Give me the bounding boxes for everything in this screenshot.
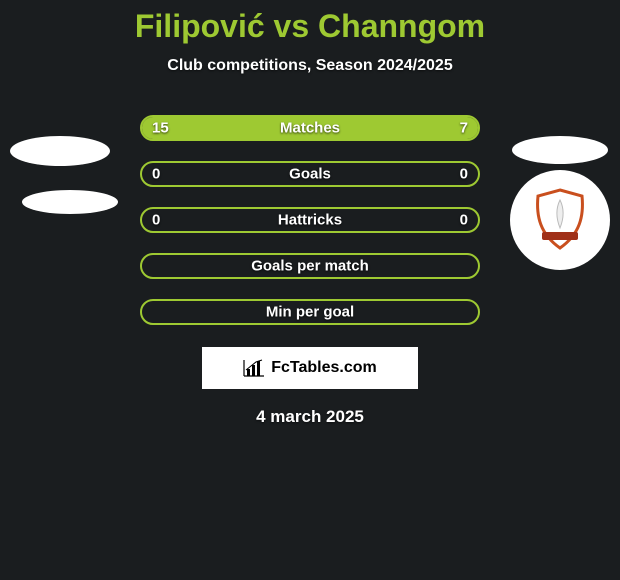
- stat-row: Goals0 0: [0, 151, 620, 197]
- branding-text: FcTables.com: [271, 359, 377, 377]
- player2-name: Channgom: [318, 8, 485, 44]
- stat-value-left: 0: [152, 212, 160, 229]
- stat-label: Goals: [142, 166, 478, 183]
- stat-value-right: 0: [460, 166, 468, 183]
- stat-row: Goals per match: [0, 243, 620, 289]
- stat-label: Min per goal: [142, 304, 478, 321]
- stat-value-right: 0: [460, 212, 468, 229]
- stat-row: Hattricks0 0: [0, 197, 620, 243]
- stat-label: Goals per match: [142, 258, 478, 275]
- stat-value-left: 0: [152, 166, 160, 183]
- stat-label: Hattricks: [142, 212, 478, 229]
- stat-row: Matches15 7: [0, 105, 620, 151]
- branding-banner: FcTables.com: [202, 347, 418, 389]
- stat-track: Matches15 7: [140, 115, 480, 141]
- stat-label: Matches: [142, 120, 478, 137]
- subtitle: Club competitions, Season 2024/2025: [0, 57, 620, 75]
- title: Filipović vs Channgom: [0, 8, 620, 45]
- comparison-infographic: Filipović vs Channgom Club competitions,…: [0, 0, 620, 427]
- player1-name: Filipović: [135, 8, 265, 44]
- stats-area: Matches157Goals00Hattricks00Goals per ma…: [0, 105, 620, 335]
- stat-track: Goals per match: [140, 253, 480, 279]
- stat-value-left: 15: [152, 120, 169, 137]
- stat-track: Min per goal: [140, 299, 480, 325]
- date: 4 march 2025: [0, 407, 620, 427]
- title-vs: vs: [274, 8, 310, 44]
- stat-row: Min per goal: [0, 289, 620, 335]
- stat-track: Hattricks0 0: [140, 207, 480, 233]
- bar-chart-icon: [243, 359, 265, 377]
- stat-track: Goals0 0: [140, 161, 480, 187]
- stat-value-right: 7: [460, 120, 468, 137]
